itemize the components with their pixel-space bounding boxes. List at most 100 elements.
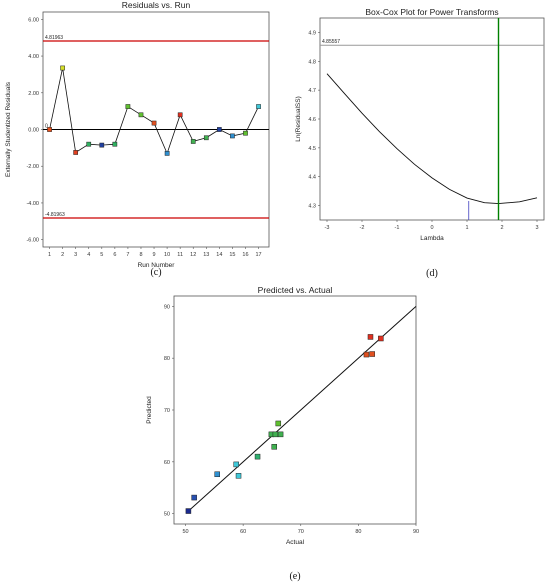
reference-line-label: 4.81963: [45, 35, 63, 41]
x-tick-label: 60: [240, 529, 246, 535]
residual-point: [256, 104, 261, 109]
residual-point: [99, 142, 105, 148]
x-tick-label: 10: [164, 252, 170, 258]
residual-point: [125, 104, 131, 109]
x-tick-label: 11: [177, 252, 183, 258]
y-tick-label: 90: [164, 304, 170, 310]
y-tick-label: 4.00: [28, 54, 39, 60]
x-tick-label: 13: [203, 252, 209, 258]
chart-title: Residuals vs. Run: [122, 0, 191, 10]
residual-point: [47, 127, 52, 132]
y-tick-label: -2.00: [26, 164, 39, 170]
y-tick-label: 70: [164, 408, 170, 414]
x-tick-label: 2: [61, 252, 64, 258]
y-tick-label: 0.00: [28, 128, 39, 134]
data-point: [277, 431, 284, 438]
data-point: [363, 351, 370, 358]
x-tick-label: 17: [255, 252, 261, 258]
y-tick-label: -4.00: [26, 201, 39, 207]
x-tick-label: 3: [74, 252, 77, 258]
x-tick-label: 6: [113, 252, 116, 258]
data-point: [191, 494, 197, 501]
figure-caption: (e): [289, 571, 300, 582]
x-tick-label: 1: [465, 225, 468, 231]
data-point: [378, 335, 384, 342]
x-tick-label: -3: [325, 225, 330, 231]
data-point: [367, 334, 374, 340]
y-tick-label: 6.00: [28, 17, 39, 23]
x-tick-label: -2: [360, 225, 365, 231]
y-tick-label: 2.00: [28, 91, 39, 97]
residual-point: [190, 139, 196, 144]
x-tick-label: 12: [190, 252, 196, 258]
y-axis-label: Predicted: [146, 396, 153, 424]
y-tick-label: 4.4: [308, 175, 316, 181]
residual-point: [230, 133, 235, 139]
x-tick-label: 15: [229, 252, 235, 258]
chart-predicted-vs-actual: Predicted vs. Actual (e) Actual Predicted 50…: [146, 285, 419, 582]
residual-point: [177, 112, 183, 118]
x-tick-label: 5: [100, 252, 103, 258]
reference-line-label: 0: [45, 124, 48, 130]
y-tick-label: 4.9: [308, 30, 316, 36]
data-point: [275, 420, 282, 427]
chart-box-cox: Box-Cox Plot for Power Transforms (d) Lamb…: [295, 7, 545, 279]
x-tick-label: 50: [182, 529, 188, 535]
y-axis-label: Ln(ResidualSS): [295, 96, 302, 142]
figure-caption: (c): [150, 267, 161, 278]
y-tick-label: 4.5: [308, 146, 316, 152]
x-axis-label: Run Number: [138, 262, 176, 269]
x-tick-label: 8: [139, 252, 142, 258]
x-tick-label: 3: [535, 225, 538, 231]
residual-series-line: [49, 67, 259, 155]
y-tick-label: 4.7: [308, 88, 316, 94]
x-tick-label: 90: [413, 529, 419, 535]
x-tick-label: 7: [126, 252, 129, 258]
x-tick-label: 16: [242, 252, 248, 258]
y-tick-label: 60: [164, 460, 170, 466]
residual-point: [138, 112, 144, 118]
residual-point: [164, 151, 170, 156]
y-axis-label: Externally Studentized Residuals: [5, 81, 12, 177]
y-tick-label: 4.8: [308, 59, 316, 65]
residual-point: [217, 127, 222, 132]
data-point: [272, 431, 279, 438]
residual-point: [151, 120, 157, 126]
x-tick-label: 4: [87, 252, 90, 258]
x-tick-label: 0: [430, 225, 433, 231]
figure-caption: (d): [426, 268, 438, 279]
plot-frame: [319, 17, 545, 221]
chart-title: Predicted vs. Actual: [258, 285, 333, 295]
data-point: [233, 461, 239, 468]
residual-point: [203, 135, 209, 141]
residual-point: [73, 150, 79, 155]
reference-line-label: -4.81963: [45, 212, 65, 218]
residual-point: [60, 65, 65, 71]
x-tick-label: 2: [500, 225, 503, 231]
reference-line-label: 4.85557: [322, 39, 340, 45]
data-point: [254, 453, 261, 460]
residual-point: [243, 130, 248, 136]
residual-point: [86, 141, 92, 147]
data-point: [214, 471, 220, 478]
y-tick-label: 80: [164, 356, 170, 362]
x-tick-label: 9: [153, 252, 156, 258]
x-axis-label: Lambda: [420, 235, 444, 242]
x-tick-label: 70: [298, 529, 304, 535]
x-tick-label: -1: [395, 225, 400, 231]
residual-point: [112, 141, 118, 147]
y-tick-label: 50: [164, 512, 170, 518]
chart-title: Box-Cox Plot for Power Transforms: [365, 7, 498, 17]
data-point: [271, 444, 278, 450]
x-tick-label: 14: [216, 252, 222, 258]
plot-frame: [173, 295, 417, 525]
y-tick-label: 4.6: [308, 117, 316, 123]
data-point: [185, 508, 192, 514]
x-tick-label: 80: [355, 529, 361, 535]
fit-line: [188, 305, 417, 512]
y-tick-label: 4.3: [308, 204, 316, 210]
chart-residuals-vs-run: Residuals vs. Run (c)Run Number Externally…: [5, 0, 270, 278]
data-point: [235, 473, 242, 479]
y-tick-label: -6.00: [26, 238, 39, 244]
